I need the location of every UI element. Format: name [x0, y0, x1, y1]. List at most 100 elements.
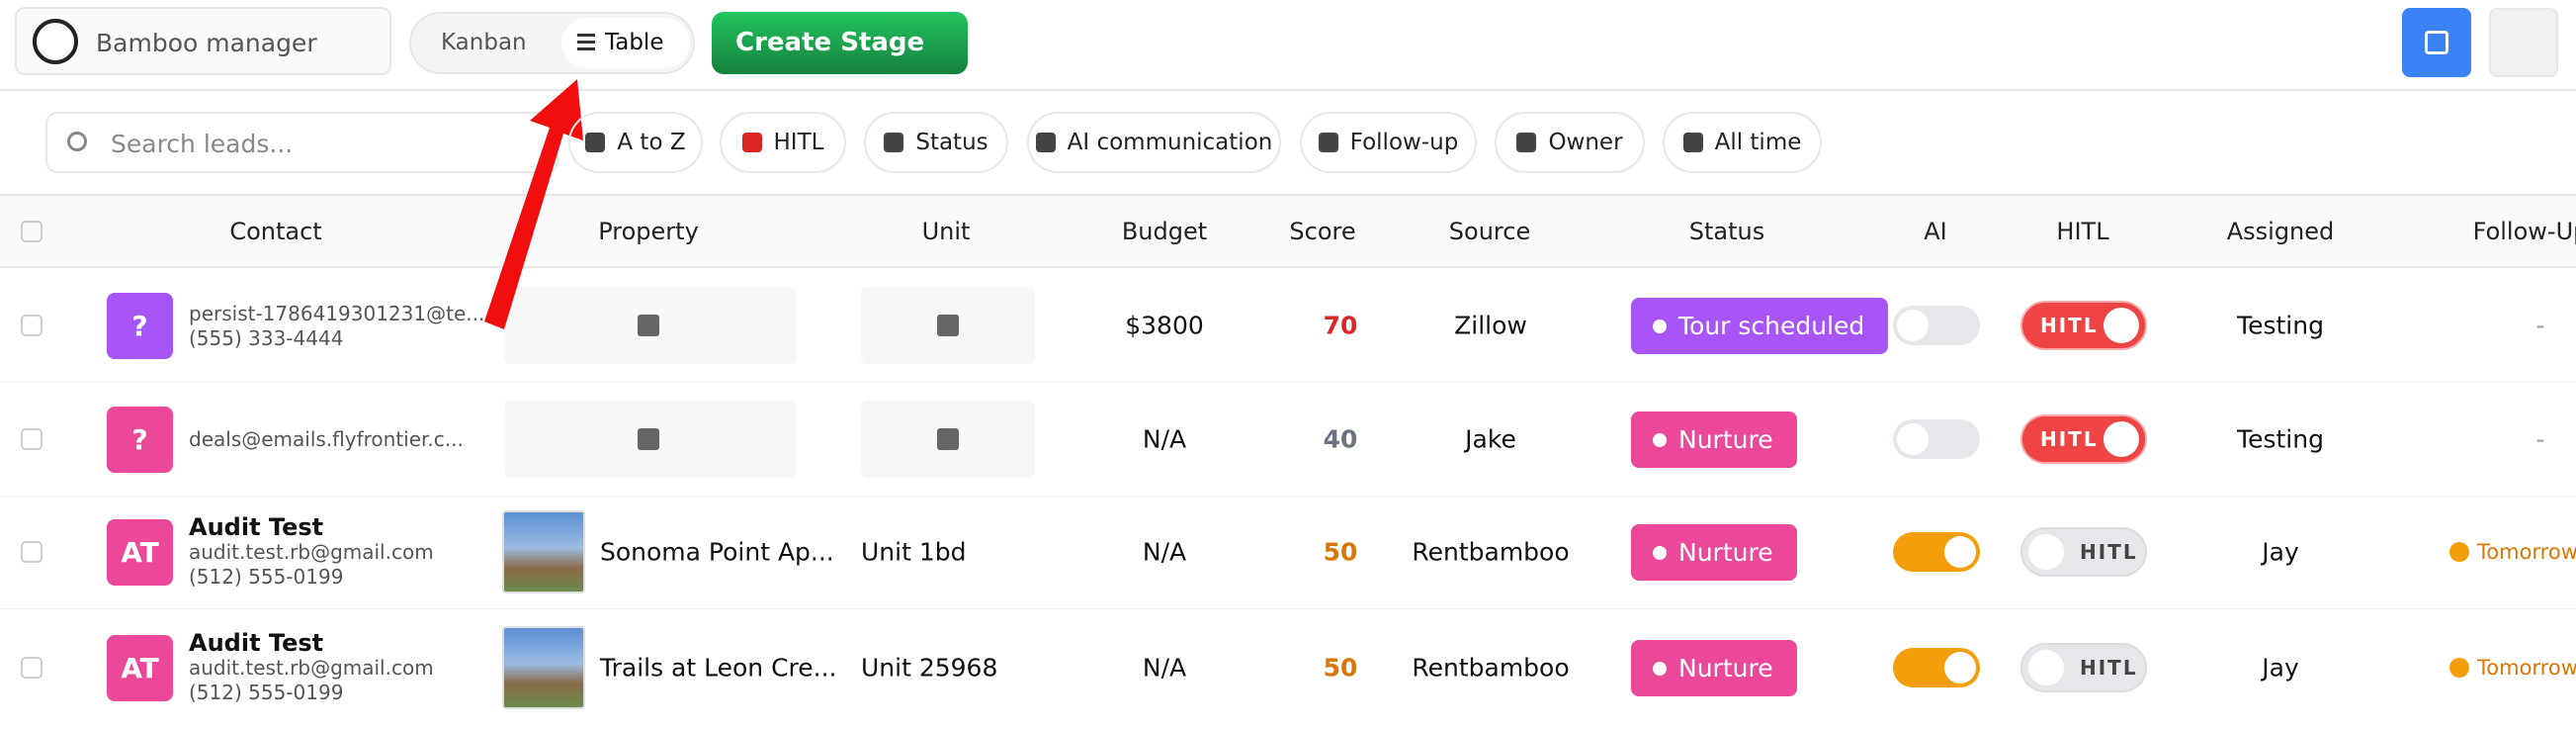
unit: Unit 1bd — [861, 537, 967, 567]
status-dot — [1653, 546, 1667, 560]
toggle-knob — [2104, 308, 2139, 343]
tab[interactable]: Kanban — [441, 30, 527, 55]
contact-name: Audit Test — [189, 629, 324, 657]
notifications-button[interactable] — [2489, 8, 2558, 77]
add-icon — [638, 428, 659, 450]
score: 50 — [1323, 653, 1358, 683]
chip-label: Status — [915, 130, 988, 155]
add-icon — [937, 315, 959, 336]
filter-chip[interactable]: HITL — [720, 112, 846, 173]
avatar: ? — [107, 293, 173, 359]
column-header: Status — [1688, 218, 1765, 245]
budget: N/A — [1142, 537, 1187, 567]
chip-label: Owner — [1548, 130, 1623, 155]
clock-icon — [2449, 658, 2469, 678]
property-name: Trails at Leon Cre... — [600, 653, 837, 683]
filter-chip[interactable]: Status — [864, 112, 1008, 173]
column-header: Budget — [1121, 218, 1208, 245]
source: Rentbamboo — [1412, 653, 1570, 683]
add-button[interactable] — [2402, 8, 2471, 77]
search-placeholder: Search leads... — [111, 130, 294, 158]
filter-chip[interactable]: AI communication — [1027, 112, 1281, 173]
checkbox[interactable] — [21, 541, 43, 563]
score: 40 — [1323, 424, 1358, 454]
row-divider — [0, 496, 2576, 497]
icon — [67, 132, 87, 151]
status-pill[interactable]: Nurture — [1631, 640, 1797, 696]
tab-active[interactable]: Table — [561, 18, 690, 68]
add-icon — [638, 315, 659, 336]
filter-chip[interactable]: A to Z — [568, 112, 703, 173]
budget: $3800 — [1125, 311, 1204, 340]
row-divider — [0, 382, 2576, 383]
contact-phone: (555) 333-4444 — [189, 325, 344, 350]
tab[interactable]: Table — [605, 30, 664, 55]
hitl-toggle[interactable]: HITL — [2020, 301, 2147, 350]
checkbox[interactable] — [21, 428, 43, 450]
column-header: Assigned — [2226, 218, 2335, 245]
icon — [1516, 133, 1537, 152]
ai-toggle[interactable] — [1893, 419, 1980, 459]
create-stage-button[interactable]: Create Stage — [712, 12, 968, 74]
hitl-label: HITL — [2080, 656, 2138, 680]
follow-up: Tomorrow — [2477, 656, 2576, 680]
icon — [884, 133, 904, 152]
hitl-label: HITL — [2040, 427, 2099, 451]
assigned: Jay — [2262, 653, 2299, 683]
column-header: Source — [1448, 218, 1531, 245]
column-header[interactable]: Contact — [229, 218, 322, 245]
assigned: Testing — [2237, 424, 2324, 454]
hitl-label: HITL — [2040, 314, 2099, 337]
checkbox[interactable] — [21, 221, 43, 242]
divider — [0, 89, 2576, 91]
contact-phone: (512) 555-0199 — [189, 681, 344, 704]
ai-toggle[interactable] — [1893, 532, 1980, 572]
score: 70 — [1323, 311, 1358, 340]
toggle-knob — [2028, 534, 2064, 570]
property-name: Sonoma Point Ap... — [600, 537, 834, 567]
avatar: AT — [107, 519, 173, 586]
column-header: HITL — [2056, 218, 2109, 245]
hitl-toggle[interactable]: HITL — [2020, 643, 2147, 692]
checkbox[interactable] — [21, 315, 43, 336]
column-header: Follow-Up — [2472, 218, 2576, 245]
contact-email: audit.test.rb@gmail.com — [189, 540, 434, 564]
filter-chip[interactable]: All time — [1663, 112, 1822, 173]
app-name: Bamboo manager — [96, 29, 317, 57]
add-icon — [937, 428, 959, 450]
hitl-label: HITL — [2080, 540, 2138, 564]
property-thumbnail — [502, 510, 585, 593]
toggle-knob — [1897, 423, 1929, 455]
filter-chip[interactable]: Follow-up — [1300, 112, 1477, 173]
chip-label: AI communication — [1067, 130, 1273, 155]
icon — [585, 133, 606, 152]
contact-phone: (512) 555-0199 — [189, 565, 344, 589]
brand[interactable]: Bamboo manager — [15, 7, 391, 75]
toggle-knob — [1944, 536, 1976, 568]
logo — [33, 19, 78, 64]
toggle-knob — [2104, 421, 2139, 457]
follow-up: Tomorrow — [2477, 540, 2576, 564]
chip-label: HITL — [773, 130, 824, 155]
status-pill[interactable]: Tour scheduled — [1631, 298, 1889, 354]
avatar: ? — [107, 407, 173, 473]
status-pill[interactable]: Nurture — [1631, 524, 1797, 581]
ai-toggle[interactable] — [1893, 306, 1980, 345]
hitl-toggle[interactable]: HITL — [2020, 414, 2147, 464]
source: Zillow — [1454, 311, 1527, 340]
ai-toggle[interactable] — [1893, 648, 1980, 687]
checkbox[interactable] — [21, 657, 43, 679]
column-header[interactable]: Unit — [921, 218, 971, 245]
status-label: Nurture — [1678, 538, 1773, 567]
hitl-toggle[interactable]: HITL — [2020, 527, 2147, 577]
column-header[interactable]: Property — [598, 218, 699, 245]
icon — [741, 133, 762, 152]
status-label: Nurture — [1678, 425, 1773, 454]
status-pill[interactable]: Nurture — [1631, 411, 1797, 468]
filter-chip[interactable]: Owner — [1495, 112, 1645, 173]
column-header: AI — [1924, 218, 1947, 245]
follow-up: - — [2535, 311, 2545, 340]
